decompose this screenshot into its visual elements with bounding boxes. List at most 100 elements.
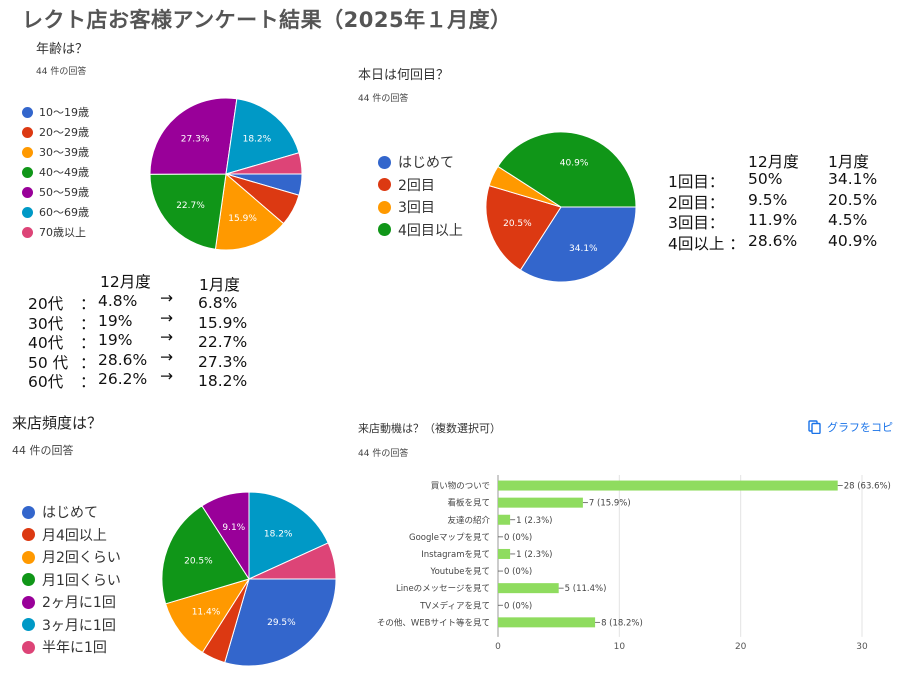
age-row-january: 18.2% xyxy=(198,372,247,390)
visits-comparison-table: 12月度 1月度 1回目： 50% 34.1% 2回目： 9.5% 20.5% 3回目： 11… xyxy=(668,150,898,255)
motive-x-tick-label: 30 xyxy=(856,642,868,650)
motive-x-tick-label: 10 xyxy=(614,642,626,650)
frequency-legend-item: 月2回くらい xyxy=(22,546,121,569)
age-comparison-table: 12月度 1月度 20代： 4.8% → 6.8% 30代： 19% → 15.9% 40代： 1… xyxy=(28,270,328,395)
visits-row-label: 2回目： xyxy=(668,191,724,213)
copy-chart-label: グラフをコピ xyxy=(827,419,893,435)
frequency-legend-label: はじめて xyxy=(42,502,98,522)
age-row-arrow: → xyxy=(160,367,173,385)
age-question: 年齢は？ xyxy=(36,38,88,57)
visits-row-december: 50% xyxy=(748,170,782,188)
motive-value-label: 0 (0%) xyxy=(504,601,532,611)
visits-row-label: 3回目： xyxy=(668,211,724,233)
age-row-label: 60代 xyxy=(28,370,63,392)
motive-value-label: 1 (2.3%) xyxy=(516,516,552,526)
motive-value-label: 7 (15.9%) xyxy=(589,499,631,509)
motive-category-label: Googleマップを見て xyxy=(409,533,490,543)
age-legend-item: 30～39歳 xyxy=(22,142,89,162)
age-row-arrow: → xyxy=(160,309,173,327)
age-row-separator: ： xyxy=(80,370,96,392)
frequency-legend-swatch xyxy=(22,596,35,609)
age-legend-swatch xyxy=(22,227,33,238)
age-legend-swatch xyxy=(22,147,33,158)
age-row-december: 26.2% xyxy=(98,370,147,388)
visits-legend-swatch xyxy=(378,178,391,191)
visits-legend-swatch xyxy=(378,201,391,214)
age-row-december: 19% xyxy=(98,331,132,349)
motive-response-count: 44 件の回答 xyxy=(358,446,408,459)
age-header-january: 1月度 xyxy=(199,273,240,295)
visits-legend-swatch xyxy=(378,223,391,236)
age-legend-item: 60～69歳 xyxy=(22,202,89,222)
visits-legend-label: はじめて xyxy=(398,152,454,172)
motive-x-tick-label: 20 xyxy=(735,642,747,650)
visits-legend-label: 2回目 xyxy=(398,175,435,195)
frequency-slice-label-0: 29.5% xyxy=(267,618,296,628)
age-pie-chart: 15.9% 22.7% 27.3% 18.2% xyxy=(148,96,304,252)
visits-legend: はじめて 2回目 3回目 4回目以上 xyxy=(378,151,463,241)
age-row-january: 22.7% xyxy=(198,333,247,351)
motive-category-label: Lineのメッセージを見て xyxy=(396,584,490,594)
frequency-legend-label: 月4回以上 xyxy=(42,525,107,545)
motive-value-label: 1 (2.3%) xyxy=(516,550,552,560)
visits-header-december: 12月度 xyxy=(748,150,799,172)
copy-chart-button[interactable]: グラフをコピ xyxy=(808,419,893,435)
age-legend-item: 40～49歳 xyxy=(22,162,89,182)
visits-question: 本日は何回目？ xyxy=(358,64,449,83)
age-row-december: 4.8% xyxy=(98,292,137,310)
frequency-legend-label: 3ヶ月に1回 xyxy=(42,615,116,635)
motive-category-label: その他、WEBサイト等を見て xyxy=(377,617,490,628)
frequency-legend-item: 2ヶ月に1回 xyxy=(22,591,121,614)
age-legend-label: 50～59歳 xyxy=(39,184,89,200)
frequency-legend-label: 半年に1回 xyxy=(42,637,107,657)
age-legend-swatch xyxy=(22,167,33,178)
visits-row-december: 11.9% xyxy=(748,211,797,229)
age-legend-item: 70歳以上 xyxy=(22,222,89,242)
motive-value-label: 5 (11.4%) xyxy=(565,584,607,594)
age-legend-item: 50～59歳 xyxy=(22,182,89,202)
visits-legend-swatch xyxy=(378,156,391,169)
age-legend: 10～19歳 20～29歳 30～39歳 40～49歳 50～59歳 60～69歳 70歳以… xyxy=(22,102,89,242)
frequency-legend-swatch xyxy=(22,528,35,541)
frequency-slice-label-2: 11.4% xyxy=(192,608,221,618)
visits-row-january: 20.5% xyxy=(828,191,877,209)
frequency-legend-swatch xyxy=(22,573,35,586)
age-legend-label: 70歳以上 xyxy=(39,224,86,240)
age-legend-swatch xyxy=(22,187,33,198)
motive-bar xyxy=(498,481,838,491)
motive-bar xyxy=(498,498,583,508)
copy-icon xyxy=(808,420,821,434)
visits-row-december: 9.5% xyxy=(748,191,787,209)
age-slice-3 xyxy=(150,174,226,249)
motive-question: 来店動機は？（複数選択可） xyxy=(358,420,501,436)
motive-bar xyxy=(498,617,595,627)
age-row-december: 19% xyxy=(98,312,132,330)
visits-legend-label: 3回目 xyxy=(398,197,435,217)
visits-row-january: 34.1% xyxy=(828,170,877,188)
frequency-pie-chart: 29.5% 11.4% 20.5% 9.1% 18.2% xyxy=(160,490,338,668)
age-legend-label: 60～69歳 xyxy=(39,204,89,220)
visits-response-count: 44 件の回答 xyxy=(358,91,408,104)
frequency-question: 来店頻度は？ xyxy=(12,412,102,433)
age-legend-item: 20～29歳 xyxy=(22,122,89,142)
motive-category-label: 買い物のついで xyxy=(431,481,490,492)
visits-row-december: 28.6% xyxy=(748,232,797,250)
frequency-legend-item: はじめて xyxy=(22,501,121,524)
frequency-legend-swatch xyxy=(22,506,35,519)
frequency-slice-label-3: 20.5% xyxy=(184,556,213,566)
visits-slice-label-0: 34.1% xyxy=(569,244,598,254)
visits-legend-item: はじめて xyxy=(378,151,463,174)
age-row-arrow: → xyxy=(160,328,173,346)
frequency-legend-label: 月2回くらい xyxy=(42,547,121,567)
age-legend-swatch xyxy=(22,107,33,118)
age-header-december: 12月度 xyxy=(100,270,151,292)
age-slice-label-3: 22.7% xyxy=(176,201,205,211)
motive-x-tick-label: 0 xyxy=(495,642,501,650)
motive-bar-chart: 0 10 20 30 買い物のついで 28 (63.6%) 看板を見て 7 (15.9%) 友達… xyxy=(352,468,902,650)
age-slice-label-2: 15.9% xyxy=(228,214,257,224)
age-row-arrow: → xyxy=(160,289,173,307)
frequency-response-count: 44 件の回答 xyxy=(12,442,74,458)
age-legend-label: 30～39歳 xyxy=(39,144,89,160)
visits-slice-label-1: 20.5% xyxy=(503,219,532,229)
visits-row-january: 4.5% xyxy=(828,211,867,229)
